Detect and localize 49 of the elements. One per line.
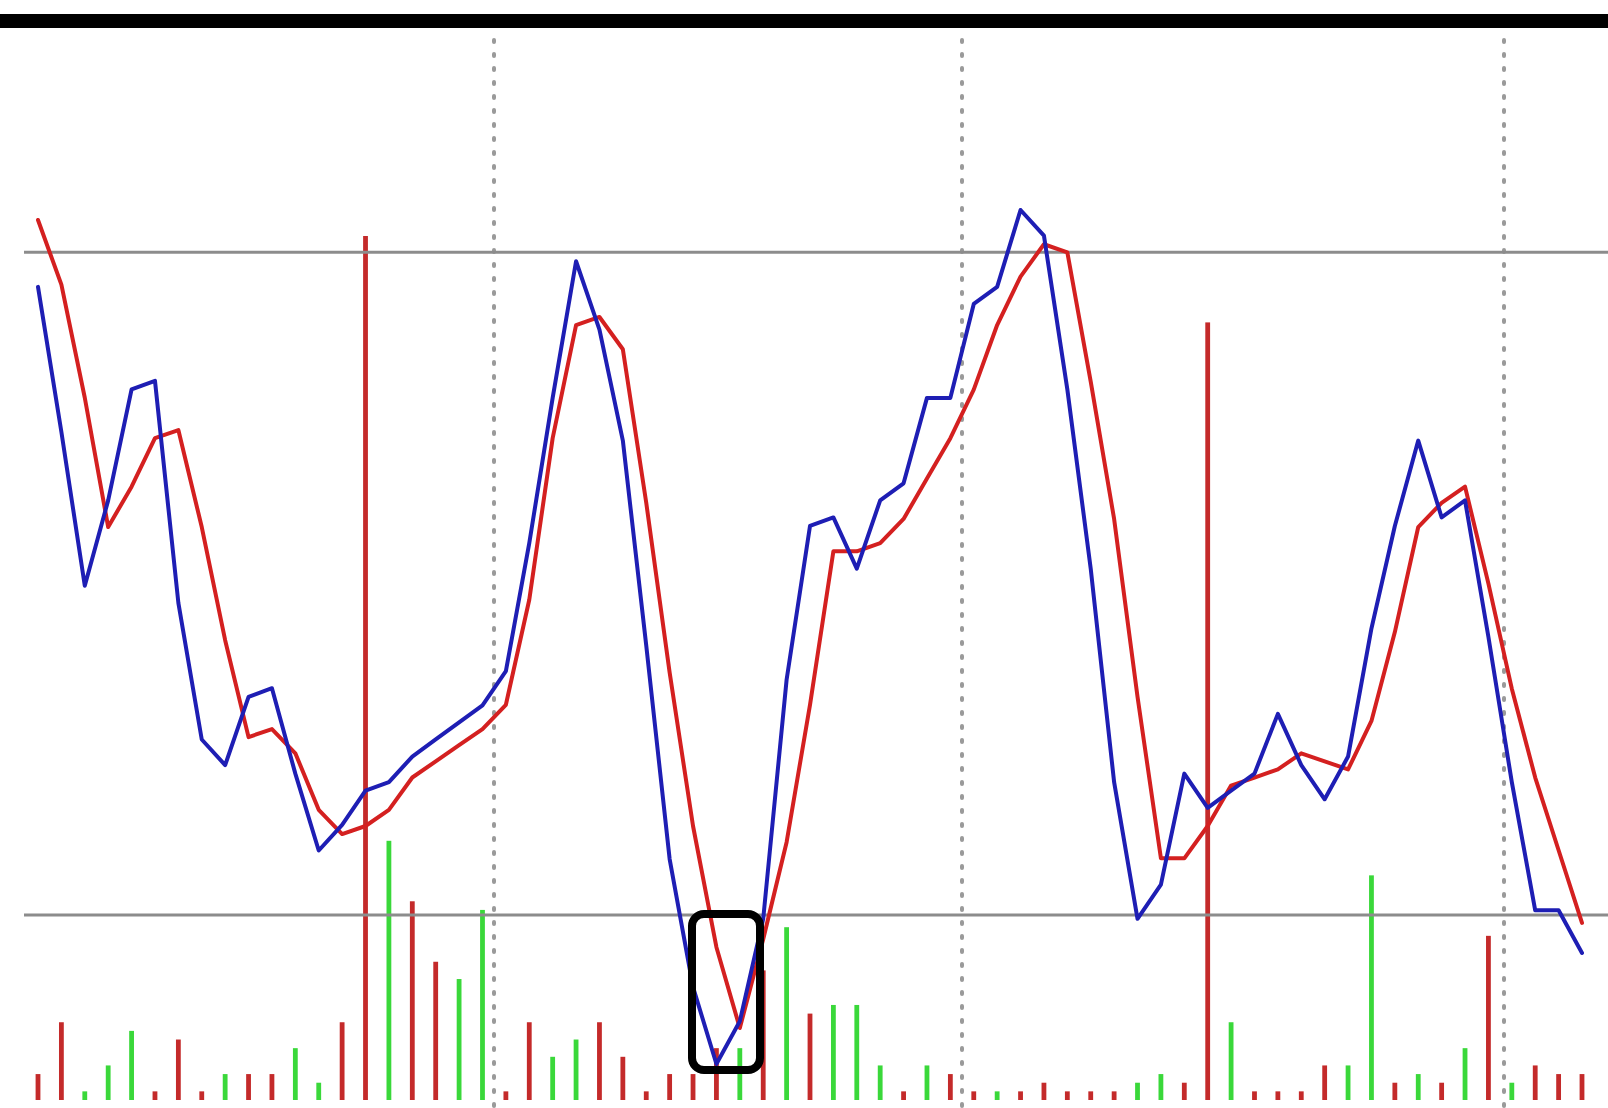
- bar: [480, 909, 485, 1100]
- bar: [901, 1091, 906, 1100]
- bar: [620, 1056, 626, 1100]
- bar: [550, 1056, 556, 1100]
- bar: [339, 1022, 345, 1100]
- bar: [1135, 1082, 1140, 1100]
- bar: [175, 1039, 181, 1100]
- bar: [433, 961, 439, 1100]
- bar: [222, 1074, 228, 1100]
- bar: [971, 1091, 977, 1100]
- bar: [854, 1004, 860, 1100]
- bar: [82, 1091, 88, 1100]
- bar: [1369, 875, 1374, 1100]
- bar: [199, 1091, 205, 1100]
- bar: [292, 1048, 298, 1100]
- bar: [1556, 1074, 1562, 1100]
- bar: [1532, 1065, 1538, 1100]
- bar: [830, 1004, 836, 1100]
- bar: [1181, 1082, 1187, 1100]
- bar: [994, 1091, 1000, 1100]
- bar: [363, 236, 368, 1100]
- bar: [1252, 1091, 1257, 1100]
- bar: [597, 1022, 602, 1100]
- bar: [409, 901, 415, 1100]
- bar: [1298, 1091, 1304, 1100]
- bar: [1509, 1082, 1515, 1100]
- bar: [1439, 1082, 1445, 1100]
- bar: [1322, 1065, 1328, 1100]
- bar: [643, 1091, 649, 1100]
- bar: [246, 1074, 251, 1100]
- bar: [503, 1091, 509, 1100]
- bar: [877, 1065, 883, 1100]
- bar: [667, 1074, 673, 1100]
- bar: [1275, 1091, 1281, 1100]
- bar: [129, 1030, 134, 1100]
- bar: [1205, 322, 1211, 1100]
- bar: [58, 1022, 64, 1100]
- bar: [1088, 1091, 1094, 1100]
- bar: [1415, 1074, 1421, 1100]
- bar: [947, 1074, 953, 1100]
- bar: [105, 1065, 111, 1100]
- bar: [526, 1022, 532, 1100]
- bar: [784, 927, 790, 1100]
- bar: [1064, 1091, 1070, 1100]
- bar: [1392, 1082, 1398, 1100]
- bar: [1486, 935, 1491, 1100]
- bar: [316, 1082, 322, 1100]
- bar: [1111, 1091, 1117, 1100]
- bar: [1018, 1091, 1023, 1100]
